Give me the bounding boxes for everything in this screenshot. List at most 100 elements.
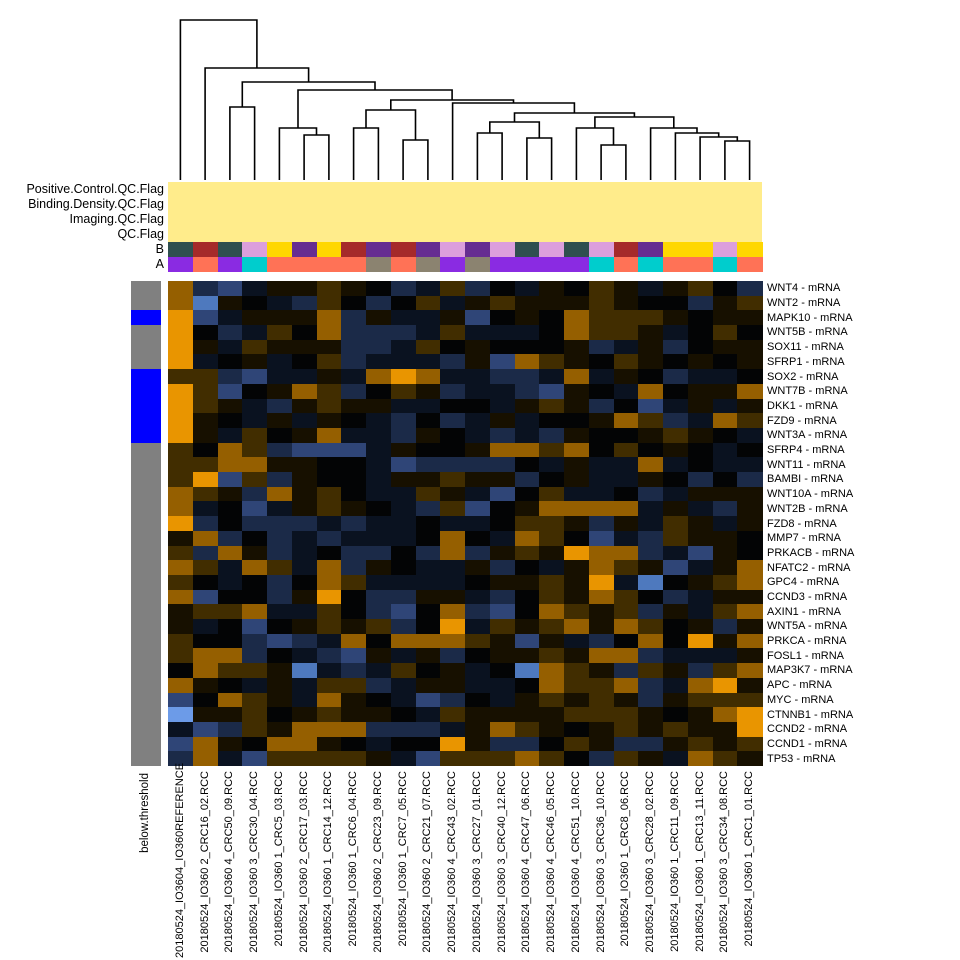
heatmap-cell [341, 281, 367, 297]
heatmap-cell [663, 619, 689, 635]
heatmap-cell [588, 604, 614, 620]
heatmap-cell [514, 736, 540, 752]
heatmap-cell [613, 663, 639, 679]
heatmap-cell [539, 751, 565, 767]
heatmap-cell [440, 383, 466, 400]
heatmap-cell [712, 281, 738, 297]
heatmap-cell [341, 736, 367, 752]
heatmap-cell [217, 633, 243, 649]
annotation-b-cell [267, 242, 293, 257]
row-label: DKK1 - mRNA [767, 399, 838, 412]
column-label: 20180524_IO360 1_CRC8_06.RCC [619, 771, 632, 947]
heatmap-cell [737, 310, 763, 326]
heatmap-cell [390, 383, 416, 400]
heatmap-cell [514, 692, 540, 708]
below-threshold-cell [131, 589, 161, 605]
column-label: 20180524_IO360 3_CRC36_10.RCC [594, 771, 607, 953]
heatmap-cell [168, 281, 194, 297]
below-threshold-cell [131, 545, 161, 561]
heatmap-cell [242, 413, 268, 429]
below-threshold-cell [131, 472, 161, 488]
heatmap-cell [192, 398, 218, 414]
heatmap-cell [390, 325, 416, 341]
heatmap-cell [390, 560, 416, 576]
heatmap-cell [291, 560, 317, 576]
annotation-a-cell [366, 257, 392, 272]
heatmap-cell [564, 751, 590, 767]
heatmap-cell [613, 707, 639, 723]
heatmap-cell [465, 545, 491, 561]
heatmap-cell [291, 589, 317, 605]
heatmap-cell [217, 619, 243, 635]
heatmap-cell [291, 325, 317, 341]
heatmap-cell [564, 457, 590, 473]
heatmap-cell [539, 663, 565, 679]
heatmap-cell [613, 545, 639, 561]
heatmap-cell [465, 604, 491, 620]
annotation-label-qc-flag: QC.Flag [117, 227, 164, 241]
heatmap-cell [737, 325, 763, 341]
annotation-label-b: B [155, 242, 164, 256]
below-threshold-cell [131, 530, 161, 547]
heatmap-cell [465, 369, 491, 385]
annotation-a-cell [737, 257, 763, 272]
heatmap-cell [242, 516, 268, 532]
heatmap-cell [242, 486, 268, 502]
annotation-a-cell [217, 257, 243, 272]
heatmap-cell [588, 663, 614, 679]
heatmap-cell [588, 427, 614, 444]
heatmap-cell [291, 648, 317, 664]
heatmap-cell [217, 604, 243, 620]
heatmap-cell [267, 545, 293, 561]
row-label: WNT10A - mRNA [767, 488, 854, 501]
heatmap-cell [390, 648, 416, 664]
heatmap-cell [217, 442, 243, 458]
heatmap-cell [712, 501, 738, 517]
heatmap-cell [390, 281, 416, 297]
heatmap-cell [539, 604, 565, 620]
heatmap-cell [737, 560, 763, 576]
heatmap-cell [638, 383, 664, 400]
heatmap-cell [291, 427, 317, 444]
heatmap-cell [316, 677, 342, 693]
heatmap-cell [291, 339, 317, 355]
below-threshold-cell [131, 751, 161, 767]
heatmap-cell [687, 281, 713, 297]
heatmap-cell [514, 442, 540, 458]
column-label: 20180524_IO360 1_CRC7_05.RCC [396, 771, 409, 947]
heatmap-cell [613, 310, 639, 326]
heatmap-cell [366, 501, 392, 517]
heatmap-cell [737, 383, 763, 400]
heatmap-cell [588, 736, 614, 752]
heatmap-cell [366, 427, 392, 444]
column-label: 20180524_IO360 3_CRC30_04.RCC [248, 771, 261, 953]
heatmap-cell [366, 721, 392, 738]
row-label: APC - mRNA [767, 679, 832, 692]
row-label: WNT2 - mRNA [767, 297, 841, 310]
heatmap-cell [712, 707, 738, 723]
heatmap-cell [638, 692, 664, 708]
heatmap-cell [687, 633, 713, 649]
annotation-a-cell [613, 257, 639, 272]
heatmap-cell [440, 339, 466, 355]
heatmap-cell [489, 619, 515, 635]
heatmap-cell [613, 501, 639, 517]
heatmap-cell [737, 457, 763, 473]
below-threshold-cell [131, 692, 161, 708]
heatmap-cell [539, 325, 565, 341]
heatmap-cell [267, 295, 293, 311]
heatmap-cell [267, 560, 293, 576]
below-threshold-cell [131, 516, 161, 532]
heatmap-cell [341, 383, 367, 400]
heatmap-cell [390, 604, 416, 620]
heatmap-cell [737, 427, 763, 444]
annotation-b-cell [291, 242, 317, 257]
heatmap-cell [217, 736, 243, 752]
heatmap-cell [316, 721, 342, 738]
below-threshold-cell [131, 633, 161, 649]
heatmap-cell [712, 736, 738, 752]
heatmap-cell [415, 295, 441, 311]
heatmap-cell [168, 721, 194, 738]
heatmap-cell [291, 707, 317, 723]
heatmap-cell [539, 339, 565, 355]
